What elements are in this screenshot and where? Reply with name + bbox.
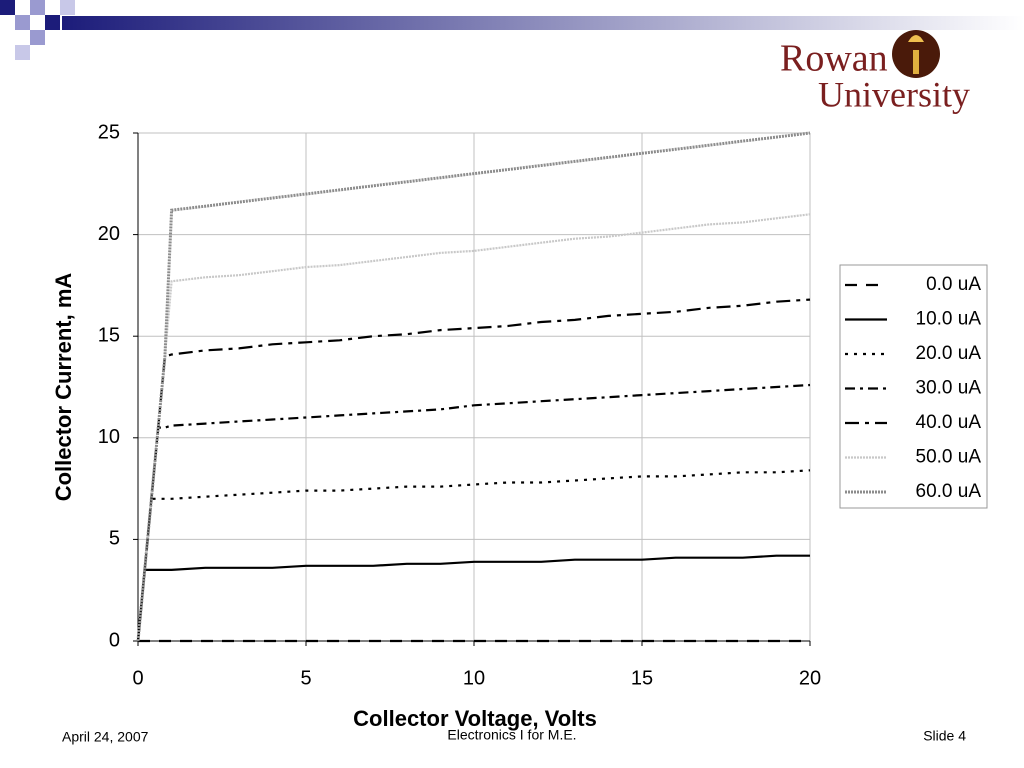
series-line (136, 131, 811, 642)
x-tick-label: 5 (300, 667, 311, 689)
footer-date: April 24, 2007 (62, 729, 149, 745)
legend-label: 10.0 uA (916, 309, 982, 330)
y-tick-label: 15 (98, 324, 120, 346)
plot: 0 5 10 15 20 25 0 5 10 15 20 0.0 uA 10.0 uA 20.0 uA 30… (98, 121, 988, 689)
legend-label: 40.0 uA (916, 412, 982, 433)
y-tick-label: 10 (98, 426, 120, 448)
legend-label: 0.0 uA (926, 274, 981, 295)
series-line (136, 383, 811, 642)
x-tick-label: 0 (132, 667, 143, 689)
logo: Rowan University (780, 30, 970, 114)
y-tick-label: 25 (98, 121, 120, 143)
series-line (136, 469, 811, 642)
y-tick-label: 20 (98, 223, 120, 245)
legend-label: 30.0 uA (916, 378, 982, 399)
x-tick-label: 20 (799, 667, 821, 689)
legend-label: 20.0 uA (916, 343, 982, 364)
y-tick-label: 0 (109, 629, 120, 651)
legend-label: 50.0 uA (916, 447, 982, 468)
x-tick-label: 10 (463, 667, 485, 689)
legend-label: 60.0 uA (916, 481, 982, 502)
corner-decoration (0, 0, 1024, 60)
y-axis-title: Collector Current, mA (51, 273, 76, 502)
x-axis-title: Collector Voltage, Volts (353, 706, 597, 731)
x-tick-label: 15 (631, 667, 653, 689)
legend-box (839, 264, 988, 509)
y-tick-label: 5 (109, 528, 120, 550)
logo-line1: Rowan (780, 38, 888, 80)
series-line (136, 554, 810, 642)
footer-slide: Slide 4 (923, 728, 966, 744)
footer-course: Electronics I for M.E. (447, 727, 576, 743)
logo-line2: University (818, 74, 970, 114)
